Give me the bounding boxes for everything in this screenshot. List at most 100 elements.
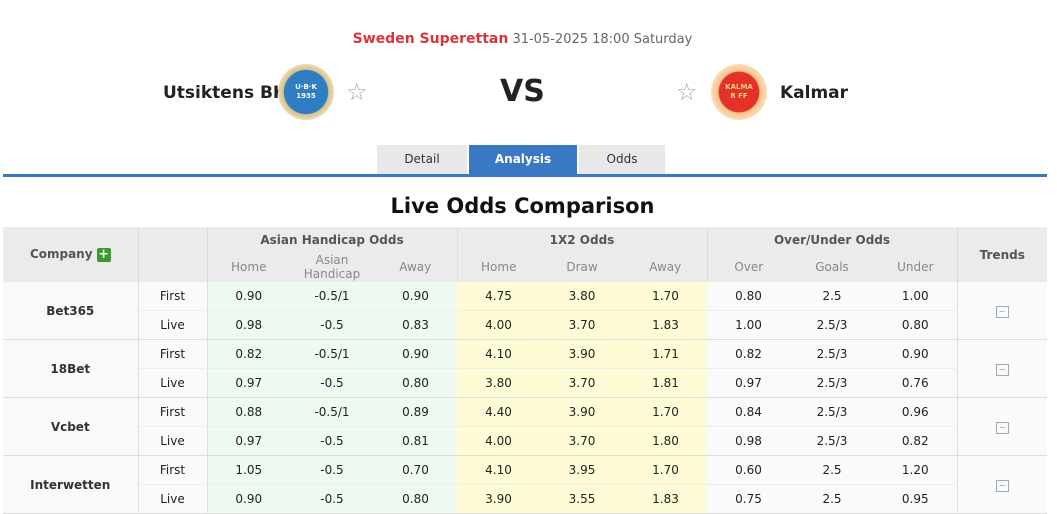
ou-odds-cell[interactable]: 0.90 — [874, 339, 957, 369]
trend-chart-icon[interactable]: ~ — [995, 422, 1009, 434]
ou-odds-cell[interactable]: 0.80 — [874, 310, 957, 340]
ou-odds-cell[interactable]: 2.5/3 — [790, 339, 874, 369]
favorite-star-icon[interactable]: ☆ — [346, 78, 368, 106]
trends-cell[interactable]: ~ — [956, 397, 1047, 456]
ou-odds-cell[interactable]: 2.5/3 — [790, 368, 874, 398]
x12-odds-cell[interactable]: 1.70 — [624, 397, 707, 427]
ou-odds-cell[interactable]: 0.76 — [874, 368, 957, 398]
subheader: Goals — [790, 252, 874, 282]
ou-odds-cell[interactable]: 0.82 — [707, 339, 790, 369]
x12-odds-cell[interactable]: 3.90 — [540, 339, 624, 369]
x12-odds-cell[interactable]: 1.80 — [624, 426, 707, 456]
ou-odds-cell[interactable]: 0.97 — [707, 368, 790, 398]
ou-odds-cell[interactable]: 0.95 — [874, 484, 957, 514]
ou-odds-cell[interactable]: 1.00 — [707, 310, 790, 340]
ou-odds-cell[interactable]: 0.96 — [874, 397, 957, 427]
ah-odds-cell[interactable]: -0.5 — [290, 310, 374, 340]
trend-chart-icon[interactable]: ~ — [995, 364, 1009, 376]
away-team-logo: KALMAR FF — [711, 64, 767, 120]
trends-cell[interactable]: ~ — [956, 339, 1047, 398]
company-name[interactable]: 18Bet — [3, 339, 139, 398]
ou-odds-cell[interactable]: 0.80 — [707, 282, 790, 311]
tab-odds[interactable]: Odds — [579, 145, 665, 174]
ou-odds-cell[interactable]: 0.60 — [707, 455, 790, 485]
subheader: Away — [624, 252, 707, 282]
odds-type: First — [138, 282, 208, 311]
x12-odds-cell[interactable]: 3.55 — [540, 484, 624, 514]
ah-odds-cell[interactable]: -0.5 — [290, 368, 374, 398]
ou-odds-cell[interactable]: 0.84 — [707, 397, 790, 427]
x12-odds-cell[interactable]: 3.95 — [540, 455, 624, 485]
ah-odds-cell[interactable]: 0.90 — [207, 282, 290, 311]
x12-odds-cell[interactable]: 3.70 — [540, 426, 624, 456]
x12-odds-cell[interactable]: 4.10 — [457, 339, 540, 369]
x12-odds-cell[interactable]: 1.70 — [624, 282, 707, 311]
subheader: Over — [706, 252, 790, 282]
ah-odds-cell[interactable]: 0.82 — [207, 339, 290, 369]
ou-odds-cell[interactable]: 2.5 — [790, 455, 874, 485]
company-name[interactable]: Bet365 — [3, 282, 139, 340]
x12-odds-cell[interactable]: 3.70 — [540, 310, 624, 340]
company-name[interactable]: Interwetten — [3, 455, 139, 514]
x12-odds-cell[interactable]: 3.90 — [457, 484, 540, 514]
tab-analysis[interactable]: Analysis — [469, 145, 577, 174]
x12-odds-cell[interactable]: 1.71 — [624, 339, 707, 369]
ou-odds-cell[interactable]: 0.82 — [874, 426, 957, 456]
trends-cell[interactable]: ~ — [956, 455, 1047, 514]
add-company-icon[interactable]: + — [96, 246, 111, 262]
ah-odds-cell[interactable]: 0.89 — [374, 397, 457, 427]
ou-odds-cell[interactable]: 2.5 — [790, 484, 874, 514]
ah-odds-cell[interactable]: -0.5 — [290, 484, 374, 514]
x12-odds-cell[interactable]: 4.10 — [457, 455, 540, 485]
league-link[interactable]: Sweden Superettan — [352, 31, 509, 47]
ou-odds-cell[interactable]: 2.5/3 — [790, 397, 874, 427]
x12-odds-cell[interactable]: 1.81 — [624, 368, 707, 398]
ah-odds-cell[interactable]: 0.98 — [207, 310, 290, 340]
home-team-name[interactable]: Utsiktens BK — [163, 83, 287, 103]
ah-odds-cell[interactable]: 0.97 — [207, 368, 290, 398]
ah-odds-cell[interactable]: -0.5/1 — [290, 282, 374, 311]
company-name[interactable]: Vcbet — [3, 397, 139, 456]
x12-odds-cell[interactable]: 3.80 — [457, 368, 540, 398]
x12-odds-cell[interactable]: 4.75 — [457, 282, 540, 311]
trend-chart-icon[interactable]: ~ — [995, 480, 1009, 492]
x12-odds-cell[interactable]: 3.80 — [540, 282, 624, 311]
ah-odds-cell[interactable]: 0.80 — [374, 368, 457, 398]
x12-odds-cell[interactable]: 4.40 — [457, 397, 540, 427]
ah-odds-cell[interactable]: 0.70 — [374, 455, 457, 485]
ah-odds-cell[interactable]: -0.5 — [290, 426, 374, 456]
tab-detail[interactable]: Detail — [377, 145, 467, 174]
ah-odds-cell[interactable]: -0.5 — [290, 455, 374, 485]
ou-odds-cell[interactable]: 0.75 — [707, 484, 790, 514]
ou-odds-cell[interactable]: 2.5 — [790, 282, 874, 311]
x12-odds-cell[interactable]: 1.83 — [624, 310, 707, 340]
ah-odds-cell[interactable]: 0.81 — [374, 426, 457, 456]
away-team-name[interactable]: Kalmar — [780, 83, 849, 103]
ah-odds-cell[interactable]: 0.88 — [207, 397, 290, 427]
x12-odds-cell[interactable]: 1.70 — [624, 455, 707, 485]
ah-odds-cell[interactable]: -0.5/1 — [290, 339, 374, 369]
ah-odds-cell[interactable]: -0.5/1 — [290, 397, 374, 427]
ah-odds-cell[interactable]: 0.97 — [207, 426, 290, 456]
x12-odds-cell[interactable]: 3.70 — [540, 368, 624, 398]
x12-odds-cell[interactable]: 1.83 — [624, 484, 707, 514]
x12-odds-cell[interactable]: 4.00 — [457, 426, 540, 456]
home-logo-text: U·B·K 1935 — [295, 83, 317, 100]
ah-odds-cell[interactable]: 1.05 — [207, 455, 290, 485]
ou-odds-cell[interactable]: 1.20 — [874, 455, 957, 485]
ah-odds-cell[interactable]: 0.90 — [374, 339, 457, 369]
trends-cell[interactable]: ~ — [956, 282, 1047, 340]
ah-odds-cell[interactable]: 0.90 — [207, 484, 290, 514]
x12-odds-cell[interactable]: 4.00 — [457, 310, 540, 340]
ou-odds-cell[interactable]: 2.5/3 — [790, 426, 874, 456]
ah-odds-cell[interactable]: 0.90 — [374, 282, 457, 311]
ou-odds-cell[interactable]: 2.5/3 — [790, 310, 874, 340]
ou-odds-cell[interactable]: 1.00 — [874, 282, 957, 311]
odds-type: First — [138, 397, 208, 427]
ah-odds-cell[interactable]: 0.80 — [374, 484, 457, 514]
ou-odds-cell[interactable]: 0.98 — [707, 426, 790, 456]
x12-odds-cell[interactable]: 3.90 — [540, 397, 624, 427]
trend-chart-icon[interactable]: ~ — [995, 306, 1009, 318]
ah-odds-cell[interactable]: 0.83 — [374, 310, 457, 340]
favorite-star-icon[interactable]: ☆ — [676, 78, 698, 106]
